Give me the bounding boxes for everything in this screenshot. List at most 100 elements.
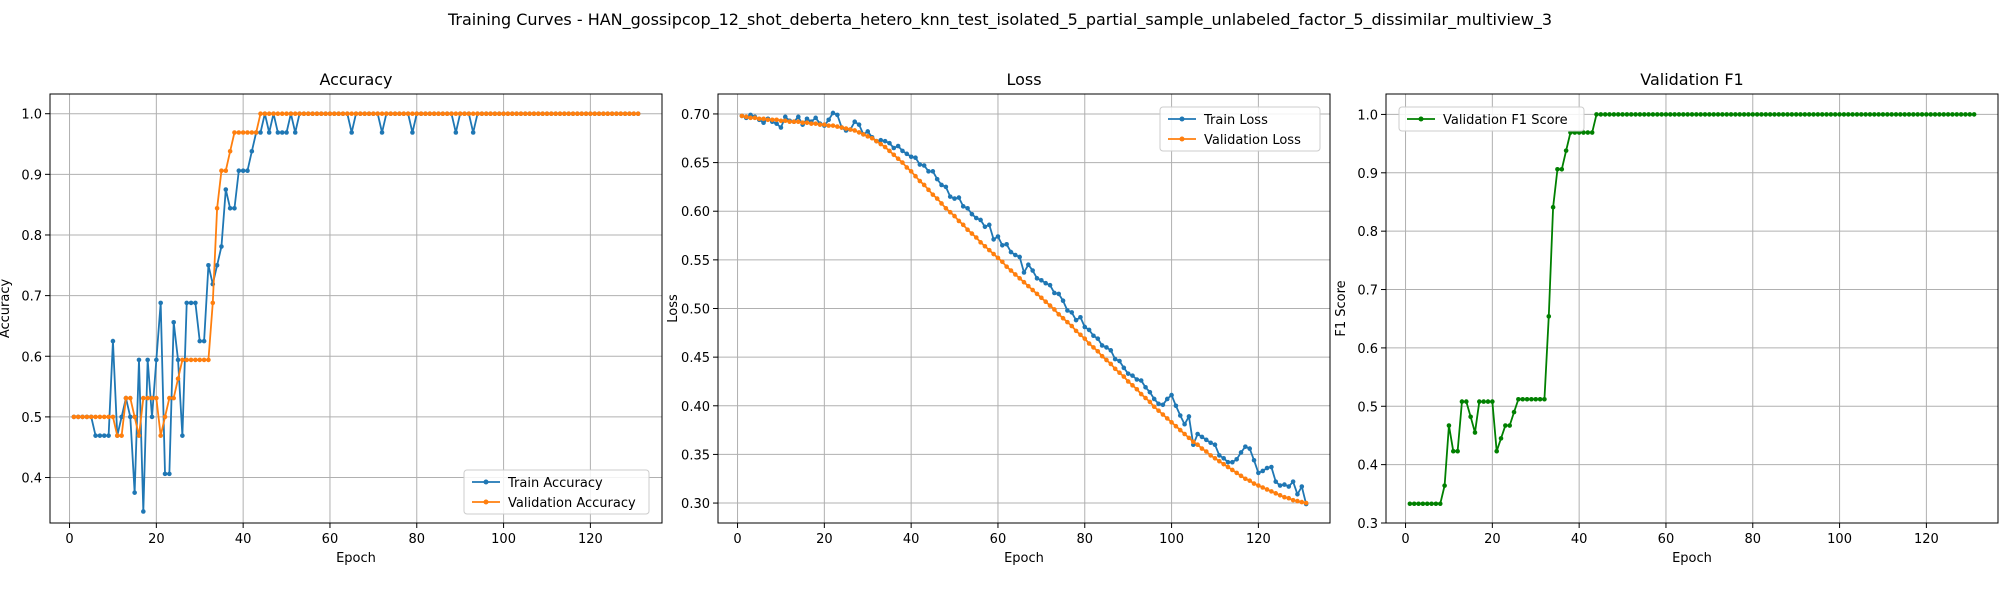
data-point	[1633, 112, 1638, 117]
x-tick-label: 60	[322, 532, 339, 547]
charts-container: Accuracy 0 20 40 60 80 100 120 0.4 0.5 0.6 0.7 0.8 0.…	[0, 70, 1999, 566]
data-point	[921, 163, 927, 168]
data-point	[778, 118, 784, 124]
data-point	[1082, 324, 1088, 330]
data-point	[1164, 396, 1170, 402]
data-point	[1780, 112, 1786, 117]
data-point	[1134, 377, 1140, 382]
x-axis-label: Epoch	[1672, 551, 1712, 566]
data-point	[431, 111, 437, 117]
y-tick-label: 0.50	[681, 303, 710, 318]
data-point	[206, 357, 211, 363]
data-point	[904, 165, 910, 170]
data-point	[852, 119, 858, 125]
data-point	[1607, 112, 1612, 117]
data-point	[843, 126, 849, 131]
data-point	[1052, 290, 1057, 296]
data-point	[210, 300, 216, 306]
data-point	[575, 111, 580, 117]
data-point	[1043, 299, 1048, 304]
data-point	[930, 169, 936, 174]
chart-title: Loss	[1006, 70, 1041, 89]
x-tick-label: 40	[903, 532, 920, 547]
data-point	[991, 237, 996, 242]
data-point	[1863, 112, 1868, 117]
data-point	[232, 130, 237, 135]
data-point	[245, 168, 250, 173]
data-point	[549, 111, 554, 117]
data-point	[110, 338, 116, 344]
data-point	[284, 130, 289, 135]
data-point	[1446, 423, 1452, 428]
data-point	[292, 130, 298, 135]
data-point	[1034, 291, 1040, 297]
data-point	[1420, 501, 1426, 507]
data-point	[162, 414, 168, 420]
data-point	[1546, 314, 1552, 319]
data-point	[882, 144, 888, 150]
data-point	[340, 111, 346, 117]
data-point	[1151, 396, 1157, 402]
data-point	[128, 414, 133, 420]
data-point	[1524, 396, 1530, 402]
data-point	[1069, 323, 1075, 329]
data-point	[1542, 396, 1547, 402]
data-point	[1043, 280, 1048, 286]
data-point	[479, 111, 485, 117]
data-point	[1854, 112, 1860, 117]
data-point	[926, 187, 931, 193]
data-point	[488, 111, 493, 117]
data-point	[609, 111, 615, 117]
data-point	[245, 130, 250, 135]
data-point	[635, 111, 641, 117]
data-point	[895, 156, 901, 161]
data-point	[397, 111, 402, 117]
data-point	[1000, 259, 1005, 265]
data-point	[358, 111, 363, 117]
y-tick-label: 0.6	[21, 350, 42, 365]
data-point	[145, 395, 150, 401]
data-point	[1837, 112, 1842, 117]
data-point	[522, 111, 528, 117]
data-point	[1550, 204, 1556, 210]
data-point	[158, 300, 163, 306]
data-point	[1537, 396, 1543, 402]
data-point	[588, 111, 593, 117]
data-point	[1650, 112, 1656, 117]
data-point	[84, 414, 90, 420]
data-point	[839, 125, 844, 130]
data-point	[492, 111, 498, 117]
data-point	[592, 111, 598, 117]
data-point	[796, 114, 801, 120]
x-tick-label: 80	[1076, 532, 1093, 547]
data-point	[1195, 442, 1200, 447]
data-point	[1147, 399, 1153, 405]
chart-title: Validation F1	[1640, 70, 1743, 89]
data-point	[214, 263, 220, 268]
data-point	[1282, 494, 1287, 500]
data-point	[1498, 436, 1504, 441]
data-point	[1767, 112, 1773, 117]
data-point	[253, 130, 259, 135]
data-point	[1238, 450, 1244, 455]
data-point	[1845, 112, 1851, 117]
data-point	[258, 130, 263, 135]
data-point	[1806, 112, 1812, 117]
x-tick-label: 80	[1744, 532, 1761, 547]
data-point	[930, 192, 936, 197]
data-point	[939, 182, 944, 188]
data-point	[1130, 383, 1135, 388]
chart-2: Validation F1 0 20 40 60 80 100 120 0.3 0.4 0.5 0.6…	[1334, 70, 1999, 566]
data-point	[982, 224, 988, 230]
data-point	[835, 112, 840, 118]
data-point	[1928, 112, 1934, 117]
data-point	[1885, 112, 1890, 117]
series-0	[739, 110, 1309, 507]
data-point	[1815, 112, 1821, 117]
data-point	[1286, 495, 1292, 501]
data-point	[1164, 416, 1170, 421]
data-point	[1282, 482, 1287, 487]
data-point	[1898, 112, 1903, 117]
data-point	[136, 433, 142, 438]
data-point	[236, 130, 242, 135]
